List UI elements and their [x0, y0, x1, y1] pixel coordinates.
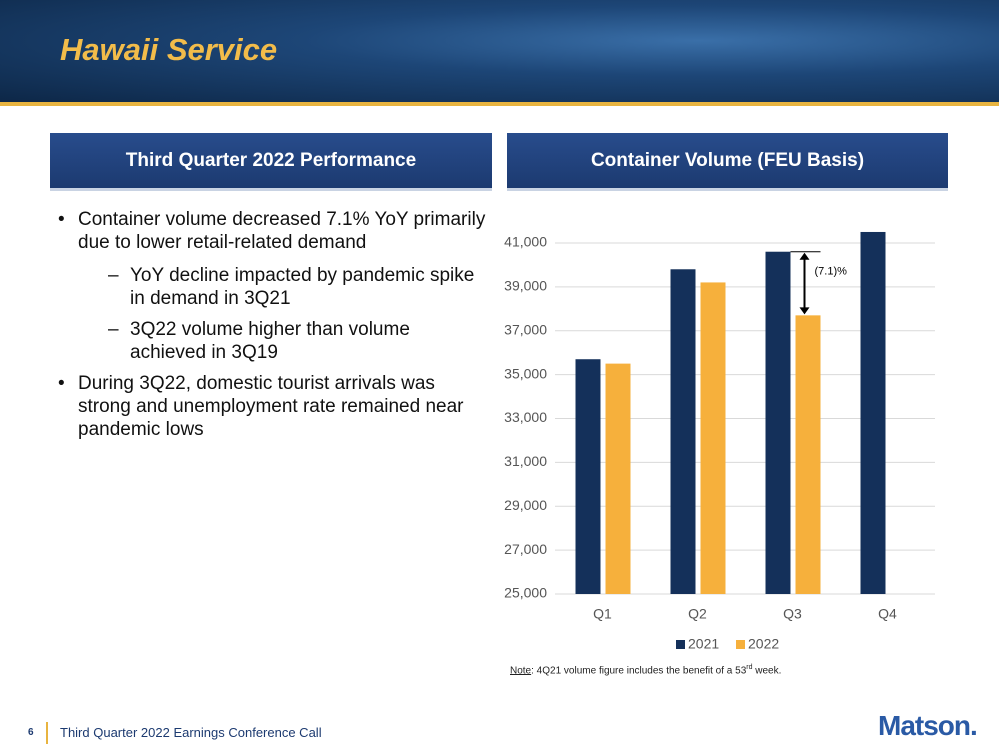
right-heading: Container Volume (FEU Basis) [507, 133, 948, 191]
note-label: Note [510, 665, 532, 677]
note: Note: 4Q21 volume figure includes the be… [510, 664, 781, 676]
title: Hawaii Service [60, 32, 278, 67]
bar [670, 269, 696, 594]
x-tick-label: Q2 [688, 606, 707, 622]
note-text: : 4Q21 volume figure includes the benefi… [531, 665, 747, 677]
page-number: 6 [28, 727, 34, 738]
x-tick-label: Q1 [593, 606, 612, 622]
arrow-head [799, 252, 810, 260]
arrow-head [799, 307, 810, 315]
note-tail: week. [752, 665, 782, 677]
x-tick-label: Q4 [878, 606, 897, 622]
y-tick-label: 37,000 [504, 321, 547, 337]
chart: 25,000 27,000 29,000 31,000 33,000 35,000 37,0… [504, 231, 935, 652]
banner [0, 0, 999, 102]
y-tick-label: 31,000 [504, 453, 547, 469]
bullet: Container volume decreased 7.1% YoY prim… [58, 208, 488, 254]
x-tick-label: Q3 [783, 606, 802, 622]
bar [605, 363, 631, 594]
bar [860, 231, 886, 594]
bar [575, 359, 601, 594]
sub-bullet: YoY decline impacted by pandemic spike i… [58, 264, 488, 310]
bullet-list: Container volume decreased 7.1% YoY prim… [58, 208, 488, 451]
bar [795, 315, 821, 594]
bar [700, 282, 726, 594]
y-tick-label: 25,000 [504, 585, 547, 601]
footer-divider [46, 722, 48, 744]
logo: Matson. [878, 710, 978, 741]
y-tick-label: 39,000 [504, 278, 547, 294]
bar [765, 251, 791, 594]
legend-label: 2022 [748, 636, 779, 652]
divider [0, 102, 999, 106]
note-sup: rd [746, 664, 753, 671]
y-tick-label: 33,000 [504, 409, 547, 425]
bullet: During 3Q22, domestic tourist arrivals w… [58, 372, 488, 441]
legend-swatch [676, 640, 685, 649]
legend-swatch [736, 640, 745, 649]
y-tick-label: 27,000 [504, 541, 547, 557]
sub-bullet: 3Q22 volume higher than volume achieved … [58, 318, 488, 364]
y-tick-label: 35,000 [504, 365, 547, 381]
legend-label: 2021 [688, 636, 719, 652]
y-tick-label: 29,000 [504, 497, 547, 513]
footer-text: Third Quarter 2022 Earnings Conference C… [60, 725, 322, 740]
left-heading: Third Quarter 2022 Performance [50, 133, 492, 191]
y-tick-label: 41,000 [504, 234, 547, 250]
annotation: (7.1)% [815, 265, 848, 277]
